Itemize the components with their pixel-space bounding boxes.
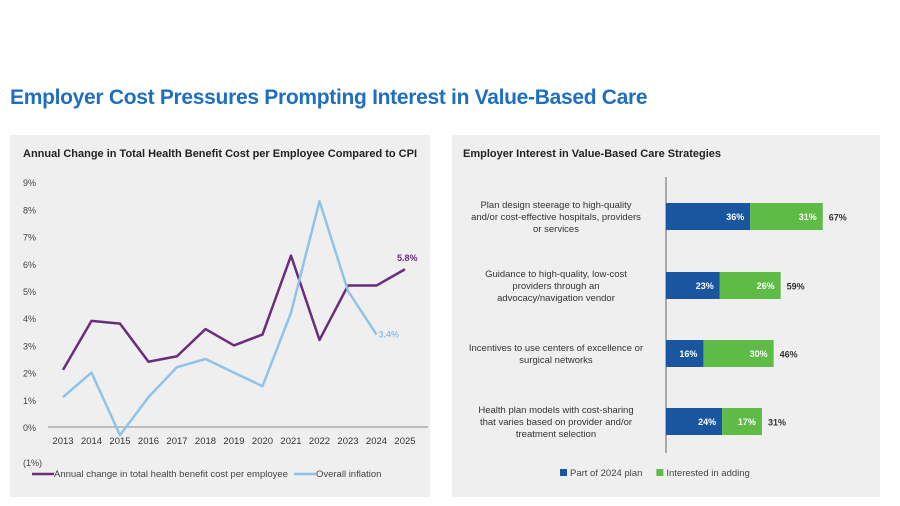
y-tick-label: 4% bbox=[23, 314, 36, 324]
x-tick-label: 2019 bbox=[223, 436, 244, 447]
y-tick-label: 2% bbox=[23, 369, 36, 379]
x-tick-label: 2021 bbox=[280, 436, 301, 447]
line-chart-panel: Annual Change in Total Health Benefit Co… bbox=[10, 135, 430, 497]
line-chart-title: Annual Change in Total Health Benefit Co… bbox=[23, 148, 418, 160]
bar-total-label: 59% bbox=[787, 282, 805, 292]
x-tick-label: 2016 bbox=[138, 436, 159, 447]
x-tick-label: 2024 bbox=[366, 436, 387, 447]
bar-total-label: 31% bbox=[768, 418, 786, 428]
bar-segment bbox=[666, 203, 751, 230]
category-label: treatment selection bbox=[516, 429, 596, 440]
category-label: Health plan models with cost-sharing bbox=[478, 405, 633, 416]
legend-label: Part of 2024 plan bbox=[570, 468, 642, 479]
bar-value-label: 16% bbox=[679, 349, 697, 359]
x-tick-label: 2014 bbox=[81, 436, 102, 447]
category-label: Incentives to use centers of excellence … bbox=[469, 343, 643, 354]
bar-chart-panel: Employer Interest in Value-Based Care St… bbox=[452, 135, 880, 497]
series-line-health-cost bbox=[61, 254, 406, 371]
y-tick-label: 3% bbox=[23, 341, 36, 351]
line-chart: (1%) 0% 1% 2% 3% 4% 5% 6% 7% 8% 9% 2013 2014 2015 2016… bbox=[23, 178, 428, 480]
end-label: 5.8% bbox=[397, 253, 418, 263]
legend-label: Overall inflation bbox=[316, 469, 381, 480]
y-tick-label: 1% bbox=[23, 396, 36, 406]
category-label: and/or cost-effective hospitals, provide… bbox=[471, 212, 641, 223]
bar-total-label: 67% bbox=[829, 213, 847, 223]
category-label: surgical networks bbox=[519, 355, 593, 366]
bar-segment bbox=[750, 203, 823, 230]
bar-value-label: 23% bbox=[696, 281, 714, 291]
legend-swatch bbox=[656, 469, 664, 476]
y-tick-label: 8% bbox=[23, 205, 36, 215]
bar-chart: Plan design steerage to high-qualityand/… bbox=[469, 177, 847, 479]
bar-value-label: 30% bbox=[750, 349, 768, 359]
bar-segment bbox=[666, 408, 723, 435]
y-tick-label: 9% bbox=[23, 178, 36, 188]
bar-total-label: 46% bbox=[780, 350, 798, 360]
y-tick-label: 6% bbox=[23, 260, 36, 270]
legend-swatch bbox=[560, 469, 567, 476]
bar-segment bbox=[666, 272, 720, 299]
category-label: Guidance to high-quality, low-cost bbox=[485, 269, 627, 280]
x-tick-label: 2022 bbox=[309, 436, 330, 447]
bar-value-label: 24% bbox=[698, 417, 716, 427]
bar-value-label: 36% bbox=[726, 212, 744, 222]
x-tick-label: 2020 bbox=[252, 436, 273, 447]
x-tick-label: 2013 bbox=[52, 436, 73, 447]
bar-value-label: 26% bbox=[757, 281, 775, 291]
y-tick-label: 5% bbox=[23, 287, 36, 297]
category-label: that varies based on provider and/or bbox=[480, 417, 632, 428]
page-title: Employer Cost Pressures Prompting Intere… bbox=[10, 86, 648, 109]
series-line-inflation bbox=[62, 199, 378, 437]
legend-label: Interested in adding bbox=[666, 468, 749, 479]
x-tick-label: 2023 bbox=[337, 436, 358, 447]
category-label: Plan design steerage to high-quality bbox=[480, 200, 631, 211]
x-tick-label: 2017 bbox=[166, 436, 187, 447]
x-tick-label: 2025 bbox=[394, 436, 415, 447]
legend-label: Annual change in total health benefit co… bbox=[54, 469, 288, 480]
y-tick-label: (1%) bbox=[23, 458, 42, 468]
bar-chart-title: Employer Interest in Value-Based Care St… bbox=[463, 148, 721, 160]
y-tick-label: 0% bbox=[23, 423, 36, 433]
x-tick-label: 2015 bbox=[109, 436, 130, 447]
bar-segment bbox=[719, 272, 781, 299]
bar-value-label: 31% bbox=[799, 212, 817, 222]
y-tick-label: 7% bbox=[23, 233, 36, 243]
end-label: 3.4% bbox=[379, 330, 400, 340]
x-tick-label: 2018 bbox=[195, 436, 216, 447]
bar-segment bbox=[666, 340, 704, 367]
category-label: or services bbox=[533, 224, 579, 235]
bar-segment bbox=[722, 408, 762, 435]
bar-segment bbox=[703, 340, 774, 367]
category-label: providers through an bbox=[512, 281, 599, 292]
category-label: advocacy/navigation vendor bbox=[497, 293, 615, 304]
bar-value-label: 17% bbox=[738, 417, 756, 427]
